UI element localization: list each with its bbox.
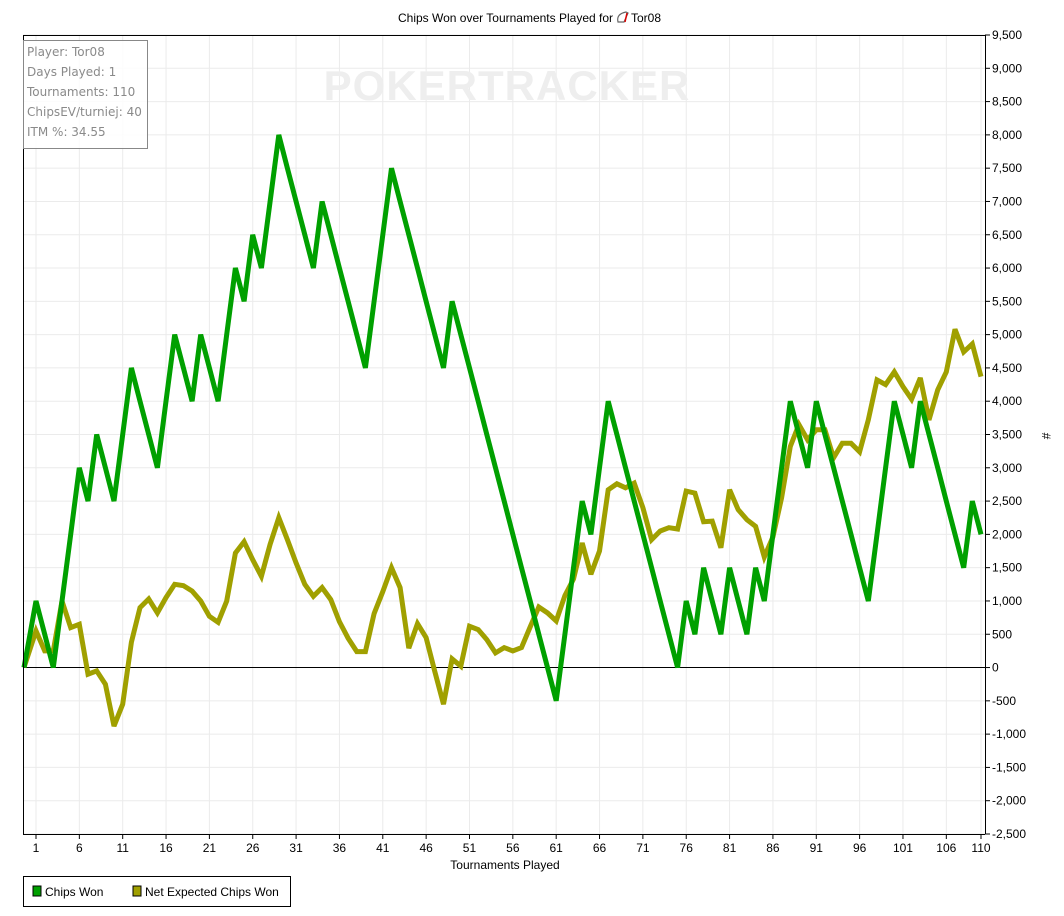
x-tick-label: 36 [333,841,347,855]
x-tick-label: 66 [593,841,607,855]
player-site-icon [617,11,629,23]
info-line: Days Played: 1 [27,65,116,79]
chart-title-text: Chips Won over Tournaments Played for [398,11,613,25]
x-tick-label: 110 [971,841,990,855]
info-line: Player: Tor08 [27,45,105,59]
y-tick-label: 1,000 [992,594,1022,608]
y-tick-label: 4,000 [992,394,1022,408]
x-tick-label: 81 [723,841,737,855]
y-tick-label: 0 [992,661,999,675]
y-tick-label: -2,500 [992,827,1026,841]
series-lines [21,134,984,728]
y-tick-label: 6,500 [992,228,1022,242]
x-tick-label: 46 [419,841,433,855]
x-tick-label: 21 [203,841,217,855]
y-tick-label: 5,000 [992,328,1022,342]
y-tick-label: 8,000 [992,128,1022,142]
pokertracker-watermark: POKERTRACKER [324,62,691,109]
x-tick-label: 16 [159,841,173,855]
info-line: Tournaments: 110 [26,85,135,99]
y-tick-label: 2,000 [992,527,1022,541]
chips-won-line [21,134,984,702]
y-tick-label: -1,000 [992,727,1026,741]
x-tick-label: 51 [463,841,477,855]
x-tick-label: 96 [853,841,867,855]
legend-label-chips-won: Chips Won [45,885,103,899]
axes: 1 6 11 16 21 26 31 36 41 46 51 56 61 66 71 76 81 86 91 96 10… [23,28,1026,855]
y-tick-label: 3,000 [992,461,1022,475]
y-tick-label: 9,500 [992,28,1022,42]
y-tick-label: -2,000 [992,794,1026,808]
y-tick-label: -1,500 [992,760,1026,774]
x-tick-label: 11 [116,841,129,855]
y-tick-label: 7,000 [992,194,1022,208]
y-tick-label: 4,500 [992,361,1022,375]
x-tick-label: 1 [33,841,40,855]
info-line: ITM %: 34.55 [27,125,106,139]
x-tick-label: 106 [936,841,956,855]
x-axis-label: Tournaments Played [450,858,559,872]
x-tick-label: 56 [506,841,520,855]
y-tick-label: 5,500 [992,294,1022,308]
chart-title-player: Tor08 [631,11,661,25]
y-tick-label: 500 [992,627,1012,641]
chart-title: Chips Won over Tournaments Played for To… [398,11,661,25]
x-tick-label: 76 [680,841,694,855]
grid [23,34,985,835]
y-tick-label: 7,500 [992,161,1022,175]
legend-swatch-net-expected [132,885,142,897]
x-tick-label: 41 [376,841,390,855]
x-tick-label: 61 [550,841,564,855]
y-tick-label: -500 [992,694,1016,708]
y-axis-label: # [1039,433,1053,440]
y-tick-label: 8,500 [992,95,1022,109]
x-tick-label: 71 [636,841,650,855]
y-tick-label: 1,500 [992,561,1022,575]
x-tick-label: 86 [766,841,780,855]
y-tick-label: 6,000 [992,261,1022,275]
x-tick-label: 6 [76,841,83,855]
info-line: ChipsEV/turniej: 40 [27,105,142,119]
legend-label-net-expected: Net Expected Chips Won [145,885,279,899]
x-tick-label: 101 [893,841,913,855]
legend: Chips Won Net Expected Chips Won [23,876,291,907]
x-tick-label: 91 [810,841,824,855]
x-tick-label: 26 [246,841,260,855]
legend-swatch-chips-won [32,885,42,897]
x-tick-label: 31 [289,841,303,855]
y-tick-label: 3,500 [992,428,1022,442]
info-box: Player: Tor08 Days Played: 1 Tournaments: … [23,40,148,149]
y-tick-label: 2,500 [992,494,1022,508]
y-tick-label: 9,000 [992,61,1022,75]
